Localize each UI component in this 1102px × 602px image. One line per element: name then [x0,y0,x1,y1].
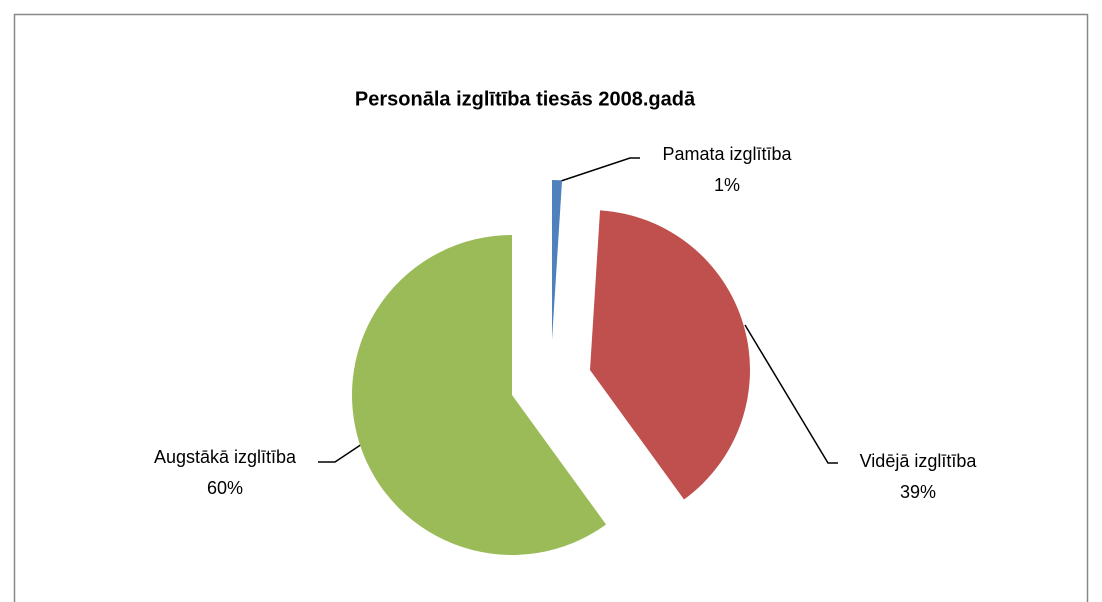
pie-slice [590,210,750,500]
slice-label: Pamata izglītība [662,144,792,164]
slice-value-label: 39% [900,482,936,502]
slice-value-label: 1% [714,175,740,195]
pie-slice [352,235,607,555]
pie-slice [552,180,563,340]
leader-line [557,157,640,183]
chart-title: Personāla izglītība tiesās 2008.gadā [355,88,696,110]
slice-label: Augstākā izglītība [154,447,297,467]
leader-line [318,439,369,463]
slice-value-label: 60% [207,478,243,498]
leader-line [744,324,838,464]
slice-label: Vidējā izglītība [860,451,978,471]
